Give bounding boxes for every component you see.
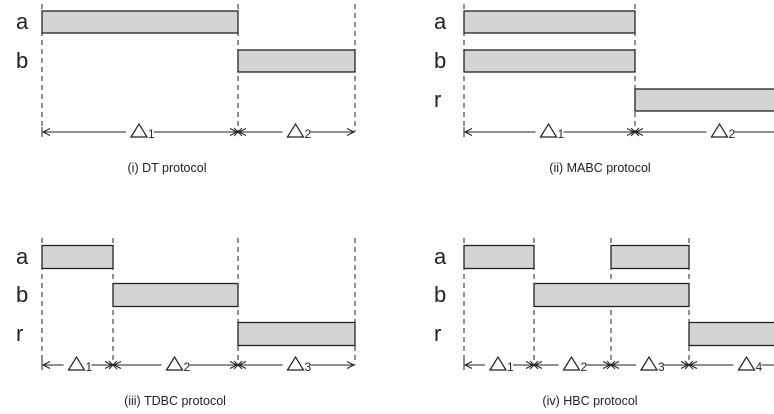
row-label-b: b [434, 48, 446, 73]
row-label-r: r [434, 87, 441, 112]
delta-symbol-icon [737, 355, 756, 371]
panel-caption: (i) DT protocol [128, 161, 207, 175]
panel-caption: (iv) HBC protocol [542, 394, 637, 408]
arrowhead-left-icon [41, 128, 51, 136]
transmission-bar-b [112, 282, 239, 308]
interval-index-label: 2 [305, 127, 312, 141]
arrowhead-left-icon [41, 361, 51, 369]
delta-symbol-icon [165, 355, 184, 371]
arrowhead-left-icon [463, 128, 473, 136]
protocol-panel: ab 1 2 (i) DT protocol [16, 4, 356, 175]
row-label-b: b [16, 48, 28, 73]
arrowhead-right-icon [626, 128, 636, 136]
delta-symbol-icon [639, 355, 659, 371]
arrowhead-left-icon [610, 361, 620, 369]
arrowhead-right-icon [680, 361, 690, 369]
row-label-a: a [16, 9, 29, 34]
row-label-r: r [434, 321, 441, 346]
delta-symbol-icon [539, 122, 558, 138]
interval-index-label: 1 [507, 360, 514, 374]
arrowhead-right-icon [229, 128, 239, 136]
interval-index-label: 3 [305, 360, 312, 374]
transmission-bar-r [688, 321, 774, 347]
transmission-bar-a [41, 10, 239, 34]
arrowhead-right-icon [346, 128, 356, 136]
transmission-bar-r [237, 321, 356, 347]
protocol-panel: abr 1 2 3 4 (iv) HBC protocol [434, 238, 774, 408]
interval-index-label: 2 [184, 360, 191, 374]
interval-index-label: 1 [558, 127, 565, 141]
arrowhead-left-icon [533, 361, 543, 369]
interval-index-label: 3 [658, 360, 665, 374]
arrowhead-right-icon [602, 361, 612, 369]
protocol-panel: abr 1 2 (ii) MABC protocol [434, 4, 774, 175]
transmission-bar-a [41, 244, 114, 270]
delta-symbol-icon [286, 355, 305, 371]
protocol-panel: abr 1 2 3 (iii) TDBC protocol [16, 238, 356, 408]
arrowhead-left-icon [112, 361, 122, 369]
arrowhead-left-icon [237, 128, 247, 136]
arrowhead-right-icon [229, 361, 239, 369]
transmission-bar-a [610, 244, 690, 270]
transmission-bar-a [463, 244, 535, 270]
panel-caption: (iii) TDBC protocol [124, 394, 226, 408]
transmission-bar-b [463, 49, 636, 73]
delta-symbol-icon [129, 122, 149, 138]
arrowhead-left-icon [688, 361, 698, 369]
delta-symbol-icon [67, 355, 86, 371]
arrowhead-right-icon [104, 361, 114, 369]
row-label-a: a [16, 244, 29, 269]
arrowhead-right-icon [525, 361, 535, 369]
arrowhead-left-icon [237, 361, 247, 369]
arrowhead-right-icon [346, 361, 356, 369]
row-label-a: a [434, 244, 447, 269]
row-label-a: a [434, 9, 447, 34]
delta-symbol-icon [562, 355, 581, 371]
interval-index-label: 2 [581, 360, 588, 374]
interval-index-label: 2 [729, 127, 736, 141]
arrowhead-left-icon [634, 128, 644, 136]
interval-index-label: 4 [756, 360, 763, 374]
delta-symbol-icon [286, 122, 305, 138]
arrowhead-left-icon [463, 361, 473, 369]
row-label-r: r [16, 321, 23, 346]
transmission-bar-a [463, 10, 636, 34]
interval-index-label: 1 [148, 127, 155, 141]
transmission-bar-b [237, 49, 356, 73]
transmission-bar-b [533, 282, 690, 308]
delta-symbol-icon [710, 122, 729, 138]
row-label-b: b [16, 282, 28, 307]
row-label-b: b [434, 282, 446, 307]
transmission-bar-r [634, 88, 774, 112]
delta-symbol-icon [488, 355, 508, 371]
interval-index-label: 1 [86, 360, 93, 374]
panel-caption: (ii) MABC protocol [549, 161, 650, 175]
